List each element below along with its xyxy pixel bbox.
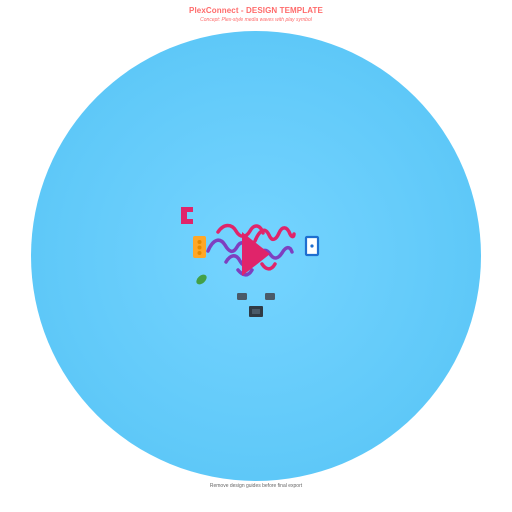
bean-icon bbox=[196, 274, 207, 285]
play-icon bbox=[242, 232, 270, 276]
phone-icon bbox=[304, 235, 320, 257]
page-title: PlexConnect - DESIGN TEMPLATE bbox=[189, 6, 323, 15]
traffic-light-icon bbox=[193, 236, 206, 258]
left-tile-icon bbox=[237, 293, 247, 300]
right-tile-icon bbox=[265, 293, 275, 300]
bracket-icon bbox=[181, 207, 193, 224]
chip-icon bbox=[249, 306, 263, 317]
export-note: Remove design guides before final export bbox=[209, 483, 303, 489]
page-subtitle: Concept: Plex-style media waves with pla… bbox=[200, 17, 312, 23]
